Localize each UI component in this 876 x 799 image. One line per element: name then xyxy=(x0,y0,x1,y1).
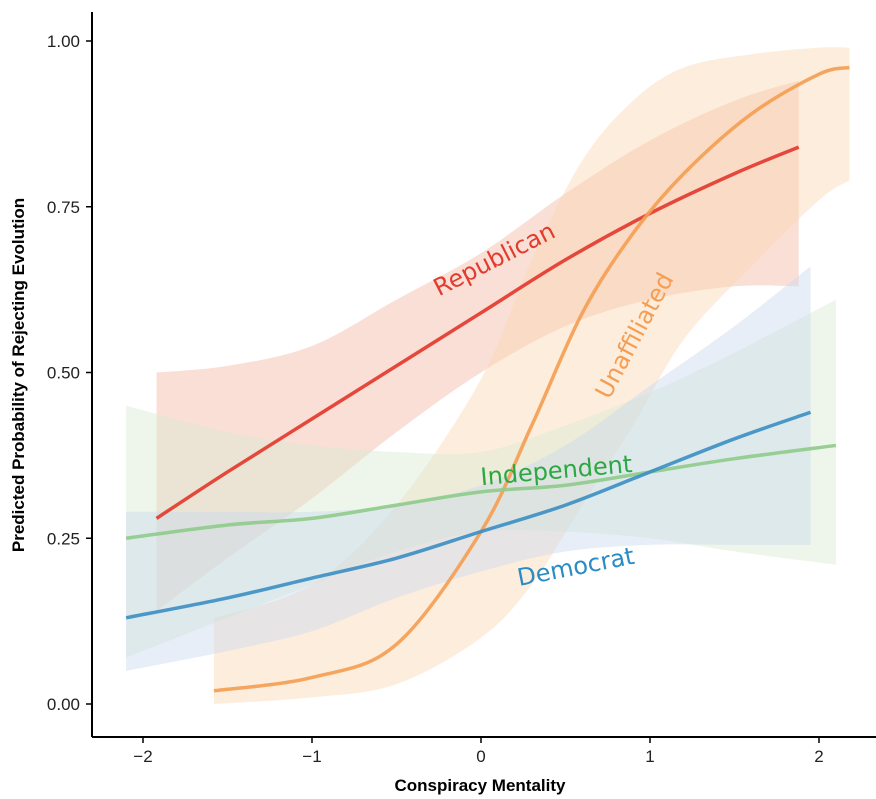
axes xyxy=(91,12,876,738)
republican-confidence-band xyxy=(156,80,799,612)
y-axis-title: Predicted Probability of Rejecting Evolu… xyxy=(9,198,28,552)
republican-line xyxy=(155,145,800,520)
confidence-bands xyxy=(126,47,850,705)
y-tick-label: 1.00 xyxy=(47,32,80,51)
unaffiliated-line xyxy=(213,65,850,693)
x-tick-label: −2 xyxy=(133,747,152,766)
y-tick-label: 0.00 xyxy=(47,695,80,714)
independent-confidence-band xyxy=(126,299,836,658)
democrat-line xyxy=(125,410,812,620)
independent-line xyxy=(125,443,837,540)
tick-marks: −2 −1 0 1 2 0.00 0.25 0.50 0.75 1.00 xyxy=(47,32,824,766)
series-lines xyxy=(125,65,850,693)
y-tick-label: 0.75 xyxy=(47,198,80,217)
x-tick-label: 2 xyxy=(814,747,823,766)
y-tick-label: 0.25 xyxy=(47,529,80,548)
x-tick-label: 1 xyxy=(645,747,654,766)
x-tick-label: −1 xyxy=(302,747,321,766)
x-axis-title: Conspiracy Mentality xyxy=(395,776,567,795)
x-tick-label: 0 xyxy=(476,747,485,766)
unaffiliated-confidence-band xyxy=(213,47,850,705)
democrat-confidence-band xyxy=(126,266,811,671)
y-tick-label: 0.50 xyxy=(47,364,80,383)
